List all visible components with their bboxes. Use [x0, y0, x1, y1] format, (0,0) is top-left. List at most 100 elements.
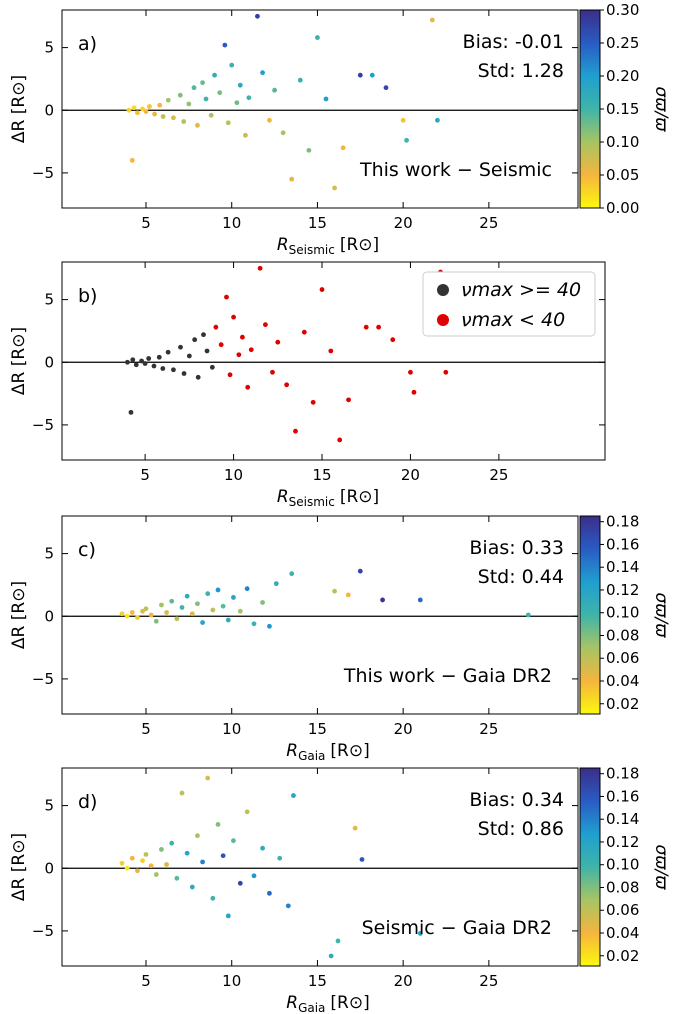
- data-point: [124, 613, 130, 619]
- data-point: [345, 592, 351, 598]
- data-point: [340, 145, 346, 151]
- colorbar-tick-label: 0.12: [606, 581, 639, 599]
- data-point: [245, 384, 251, 390]
- data-point: [306, 147, 312, 153]
- data-point: [140, 858, 145, 864]
- data-point: [357, 72, 363, 78]
- data-point: [151, 363, 157, 369]
- data-point: [119, 611, 125, 617]
- data-point: [189, 611, 195, 617]
- colorbar-tick-label: 0.08: [606, 878, 639, 896]
- colorbar-tick-label: 0.25: [606, 34, 639, 52]
- x-label-unit: [R⊙]: [330, 993, 369, 1013]
- colorbar-tick-label: 0.02: [606, 947, 639, 965]
- data-point: [130, 357, 136, 363]
- data-point: [363, 324, 369, 330]
- data-point: [201, 332, 206, 338]
- y-tick-label: 5: [44, 797, 54, 815]
- data-point: [126, 107, 132, 113]
- colorbar-tick-label: 0.04: [606, 924, 639, 942]
- x-tick-label: 20: [394, 214, 413, 232]
- data-point: [165, 97, 171, 103]
- x-axis-label: RGaia [R⊙]: [286, 993, 369, 1014]
- plot-area: [62, 768, 578, 966]
- y-tick-label: −5: [32, 922, 54, 940]
- data-point: [186, 101, 192, 107]
- data-point: [251, 873, 257, 879]
- data-point: [135, 868, 140, 874]
- data-point: [184, 850, 190, 856]
- colorbar: [579, 767, 601, 967]
- data-point: [240, 334, 245, 340]
- y-tick-label: 0: [44, 859, 54, 877]
- data-point: [178, 344, 183, 350]
- data-point: [280, 130, 286, 136]
- x-tick-label: 15: [308, 720, 327, 738]
- data-point: [164, 610, 169, 615]
- x-tick-label: 10: [224, 466, 243, 484]
- std-text: Std: 0.44: [478, 566, 564, 588]
- data-point: [204, 348, 210, 354]
- bias-text: Bias: 0.34: [469, 789, 564, 811]
- data-point: [227, 372, 233, 378]
- panel-label: a): [78, 33, 97, 55]
- data-point: [143, 109, 149, 114]
- data-point: [140, 106, 145, 112]
- colorbar-tick-label: 0.06: [606, 901, 639, 919]
- x-label-symbol: R: [277, 235, 289, 255]
- data-point: [186, 353, 192, 359]
- x-label-symbol: R: [286, 993, 298, 1013]
- x-tick-label: 15: [308, 972, 327, 990]
- data-point: [165, 349, 171, 355]
- data-point: [169, 840, 175, 846]
- data-point: [129, 157, 135, 163]
- data-point: [142, 361, 148, 366]
- data-point: [335, 938, 341, 944]
- data-point: [119, 860, 125, 866]
- data-point: [267, 890, 272, 896]
- colorbar-tick-label: 0.08: [606, 626, 639, 644]
- data-point: [297, 77, 303, 83]
- x-label-subscript: Seismic: [289, 495, 335, 509]
- data-point: [184, 593, 190, 599]
- x-axis-label: RSeismic [R⊙]: [277, 235, 379, 257]
- data-point: [200, 859, 205, 865]
- data-point: [146, 356, 152, 361]
- data-point: [225, 617, 231, 623]
- colorbar-label: σϖ/ϖ: [651, 593, 671, 639]
- data-point: [191, 85, 197, 91]
- data-point: [408, 369, 413, 375]
- x-tick-label: 25: [479, 972, 498, 990]
- data-point: [125, 359, 130, 365]
- colorbar-label: σϖ/ϖ: [651, 845, 671, 891]
- data-point: [205, 591, 211, 597]
- data-point: [171, 115, 176, 121]
- data-point: [525, 612, 531, 618]
- data-point: [383, 85, 389, 91]
- colorbar: [579, 9, 601, 209]
- data-point: [218, 342, 224, 348]
- colorbar-tick-label: 0.20: [606, 67, 639, 85]
- x-label-subscript: Seismic: [289, 243, 335, 257]
- y-tick-label: 5: [44, 291, 54, 309]
- panel-label: b): [78, 285, 97, 307]
- x-tick-label: 10: [222, 972, 241, 990]
- y-tick-label: 5: [44, 39, 54, 57]
- data-point: [380, 597, 385, 603]
- x-tick-label: 10: [222, 214, 241, 232]
- legend-marker: [437, 314, 449, 326]
- x-tick-label: 5: [141, 214, 151, 232]
- data-point: [237, 82, 243, 88]
- colorbar-tick-label: 0.02: [606, 695, 639, 713]
- data-point: [143, 606, 149, 612]
- data-point: [332, 185, 337, 191]
- data-point: [203, 96, 209, 102]
- bias-text: Bias: 0.33: [469, 537, 564, 559]
- data-point: [231, 595, 236, 600]
- data-point: [135, 615, 140, 620]
- data-point: [174, 875, 180, 881]
- data-point: [140, 608, 145, 614]
- std-text: Std: 0.86: [478, 818, 564, 840]
- colorbar-tick-label: 0.15: [606, 100, 639, 118]
